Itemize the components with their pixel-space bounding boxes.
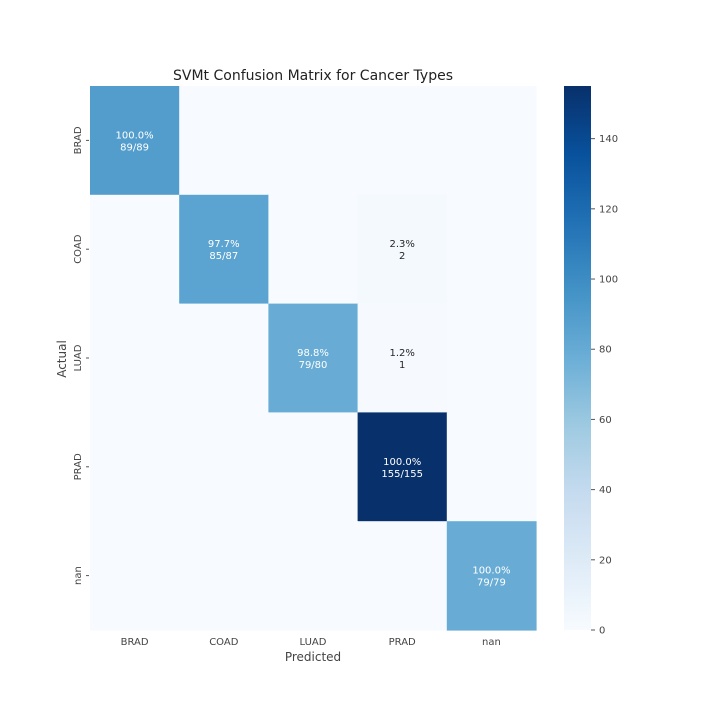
heatmap-cell	[179, 412, 269, 522]
cell-percent-label: 2.3%	[389, 239, 414, 250]
cell-count-label: 79/80	[299, 360, 328, 371]
heatmap-cell	[179, 303, 269, 413]
x-tick-label: BRAD	[121, 637, 149, 648]
heatmap-cells	[90, 86, 537, 631]
heatmap-cell	[90, 303, 180, 413]
colorbar-tick-label: 60	[599, 415, 612, 426]
x-tick-label: PRAD	[389, 637, 416, 648]
x-tick-label: nan	[482, 637, 501, 648]
heatmap-cell	[268, 412, 359, 522]
cell-percent-label: 98.8%	[297, 348, 329, 359]
y-axis-ticks: BRAD COAD LUAD PRAD nan	[73, 126, 89, 585]
colorbar-tick-label: 0	[599, 626, 605, 637]
y-tick-label: COAD	[73, 234, 84, 264]
heatmap-cell	[357, 194, 448, 305]
x-axis-label: Predicted	[285, 650, 341, 664]
cell-count-label: 85/87	[209, 251, 238, 262]
cell-count-label: 155/155	[381, 469, 423, 480]
heatmap-cell	[268, 521, 359, 631]
heatmap-cell	[446, 303, 537, 413]
colorbar-tick-label: 80	[599, 345, 612, 356]
heatmap-cell	[446, 194, 537, 305]
y-tick-label: nan	[73, 566, 84, 585]
y-tick-label: BRAD	[73, 126, 84, 154]
colorbar-ticks: 0 20 40 60 80 100 120 140	[591, 134, 618, 637]
heatmap-cell	[90, 521, 180, 631]
cell-percent-label: 97.7%	[208, 239, 240, 250]
heatmap-cell	[357, 412, 448, 522]
y-axis-label: Actual	[55, 340, 69, 378]
heatmap-cell-labels: 100.0%89/8997.7%85/872.3%298.8%79/801.2%…	[116, 130, 511, 588]
cell-percent-label: 100.0%	[383, 457, 421, 468]
cell-percent-label: 100.0%	[116, 130, 154, 141]
colorbar	[564, 86, 591, 630]
x-tick-label: LUAD	[300, 637, 327, 648]
heatmap-cell	[179, 194, 269, 305]
cell-count-label: 89/89	[120, 142, 149, 153]
y-tick-label: LUAD	[73, 344, 84, 371]
x-axis-ticks: BRAD COAD LUAD PRAD nan	[121, 637, 501, 648]
heatmap-cell	[90, 194, 180, 305]
heatmap-cell	[446, 521, 537, 631]
chart-title: SVMt Confusion Matrix for Cancer Types	[173, 68, 453, 84]
colorbar-tick-label: 40	[599, 485, 612, 496]
heatmap-cell	[268, 86, 359, 196]
heatmap-cell	[357, 303, 448, 413]
cell-count-label: 2	[399, 251, 405, 262]
heatmap-cell	[357, 521, 448, 631]
heatmap-cell	[446, 86, 537, 196]
colorbar-tick-label: 20	[599, 555, 612, 566]
cell-percent-label: 1.2%	[389, 348, 414, 359]
colorbar-tick-label: 100	[599, 275, 618, 286]
colorbar-tick-label: 140	[599, 134, 618, 145]
heatmap-cell	[446, 412, 537, 522]
colorbar-tick-label: 120	[599, 204, 618, 215]
y-tick-label: PRAD	[73, 453, 84, 480]
cell-count-label: 79/79	[477, 578, 506, 589]
cell-count-label: 1	[399, 360, 405, 371]
heatmap-cell	[179, 521, 269, 631]
heatmap-cell	[90, 86, 180, 196]
x-tick-label: COAD	[209, 637, 239, 648]
cell-percent-label: 100.0%	[472, 566, 510, 577]
heatmap-cell	[179, 86, 269, 196]
heatmap-cell	[268, 194, 359, 305]
heatmap-cell	[90, 412, 180, 522]
heatmap-cell	[268, 303, 359, 413]
heatmap-cell	[357, 86, 448, 196]
